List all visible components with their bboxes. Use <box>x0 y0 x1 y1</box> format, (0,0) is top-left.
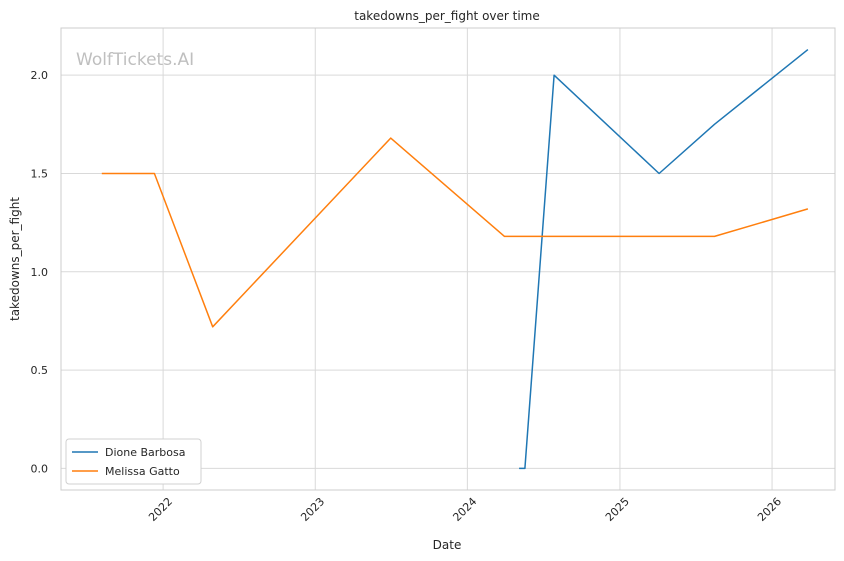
series-layer <box>100 48 810 470</box>
legend-label-melissa-gatto: Melissa Gatto <box>105 465 180 478</box>
x-axis-label: Date <box>433 538 462 552</box>
watermark: WolfTickets.AI <box>76 50 194 70</box>
y-tick-label: 1.0 <box>31 266 49 279</box>
legend: Dione Barbosa Melissa Gatto <box>65 438 202 485</box>
x-tick-label: 2024 <box>450 495 479 524</box>
data-point-dione-barbosa <box>552 73 556 77</box>
data-point-melissa-gatto <box>211 325 215 329</box>
data-point-melissa-gatto <box>502 234 506 238</box>
data-point-dione-barbosa <box>517 466 521 470</box>
y-axis-label: takedowns_per_fight <box>8 197 22 321</box>
data-point-melissa-gatto <box>806 207 810 211</box>
y-tick-label: 0.5 <box>31 364 49 377</box>
chart-title: takedowns_per_fight over time <box>354 9 540 23</box>
data-point-melissa-gatto <box>100 171 104 175</box>
y-tick-label: 2.0 <box>31 69 49 82</box>
data-point-melissa-gatto <box>389 136 393 140</box>
data-point-dione-barbosa <box>657 171 661 175</box>
series-line-dione-barbosa <box>519 49 809 470</box>
x-tick-label: 2023 <box>298 495 327 524</box>
data-point-dione-barbosa <box>523 466 527 470</box>
legend-box <box>65 438 202 485</box>
data-point-melissa-gatto <box>152 171 156 175</box>
x-tick-label: 2026 <box>755 495 784 524</box>
y-tick-label: 0.0 <box>31 462 49 475</box>
data-point-dione-barbosa <box>806 48 810 52</box>
plot-frame <box>60 27 836 491</box>
data-point-dione-barbosa <box>713 122 717 126</box>
y-tick-label: 1.5 <box>31 167 49 180</box>
grid <box>61 28 835 490</box>
data-point-melissa-gatto <box>713 234 717 238</box>
legend-label-dione-barbosa: Dione Barbosa <box>105 446 186 459</box>
series-line-melissa-gatto <box>101 137 809 328</box>
x-tick-label: 2022 <box>146 495 175 524</box>
x-tick-label: 2025 <box>603 495 632 524</box>
